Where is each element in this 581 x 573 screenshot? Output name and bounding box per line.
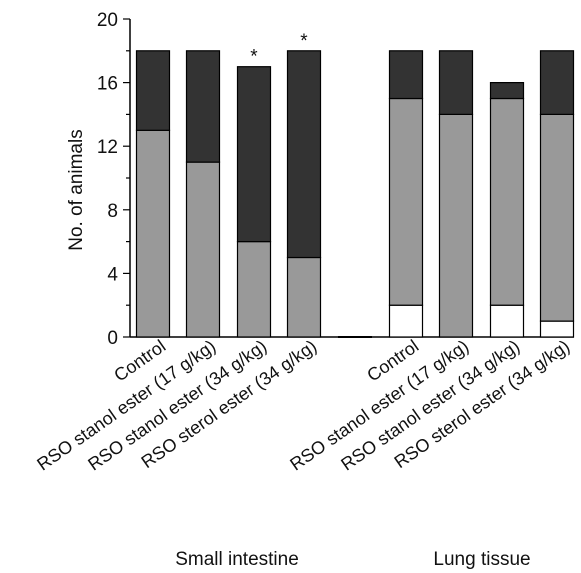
bar-dark-segment [388, 50, 424, 100]
y-tick-label: 0 [107, 328, 118, 349]
bar-grey-segment [489, 97, 525, 306]
bar-grey-segment [286, 256, 322, 338]
y-tick-label: 8 [107, 201, 118, 222]
bar-grey-segment [185, 161, 221, 338]
y-tick-label: 20 [97, 10, 118, 31]
y-tick-label: 16 [97, 74, 118, 95]
bar-grey-segment [539, 113, 575, 322]
bar-dark-segment [438, 50, 474, 115]
bar-grey-segment [388, 97, 424, 306]
bar-dark-segment [135, 50, 171, 131]
bar-grey-segment [135, 129, 171, 338]
group-label-small-intestine: Small intestine [175, 549, 299, 570]
bar-grey-segment [438, 113, 474, 338]
bar-white-segment [489, 304, 525, 338]
significance-marker: * [300, 31, 308, 52]
bar-white-segment [388, 304, 424, 338]
bar-white-segment [539, 320, 575, 338]
y-axis-label: No. of animals [66, 129, 87, 250]
bar-dark-segment [236, 66, 272, 243]
y-tick-label: 4 [107, 264, 118, 285]
bar-dark-segment [539, 50, 575, 115]
bar-dark-segment [286, 50, 322, 259]
bar-dark-segment [489, 81, 525, 100]
group-label-lung-tissue: Lung tissue [433, 549, 530, 570]
bar-grey-segment [236, 241, 272, 338]
bars [135, 50, 575, 338]
bar-dark-segment [185, 50, 221, 163]
significance-marker: * [250, 47, 258, 68]
y-tick-label: 12 [97, 137, 118, 158]
